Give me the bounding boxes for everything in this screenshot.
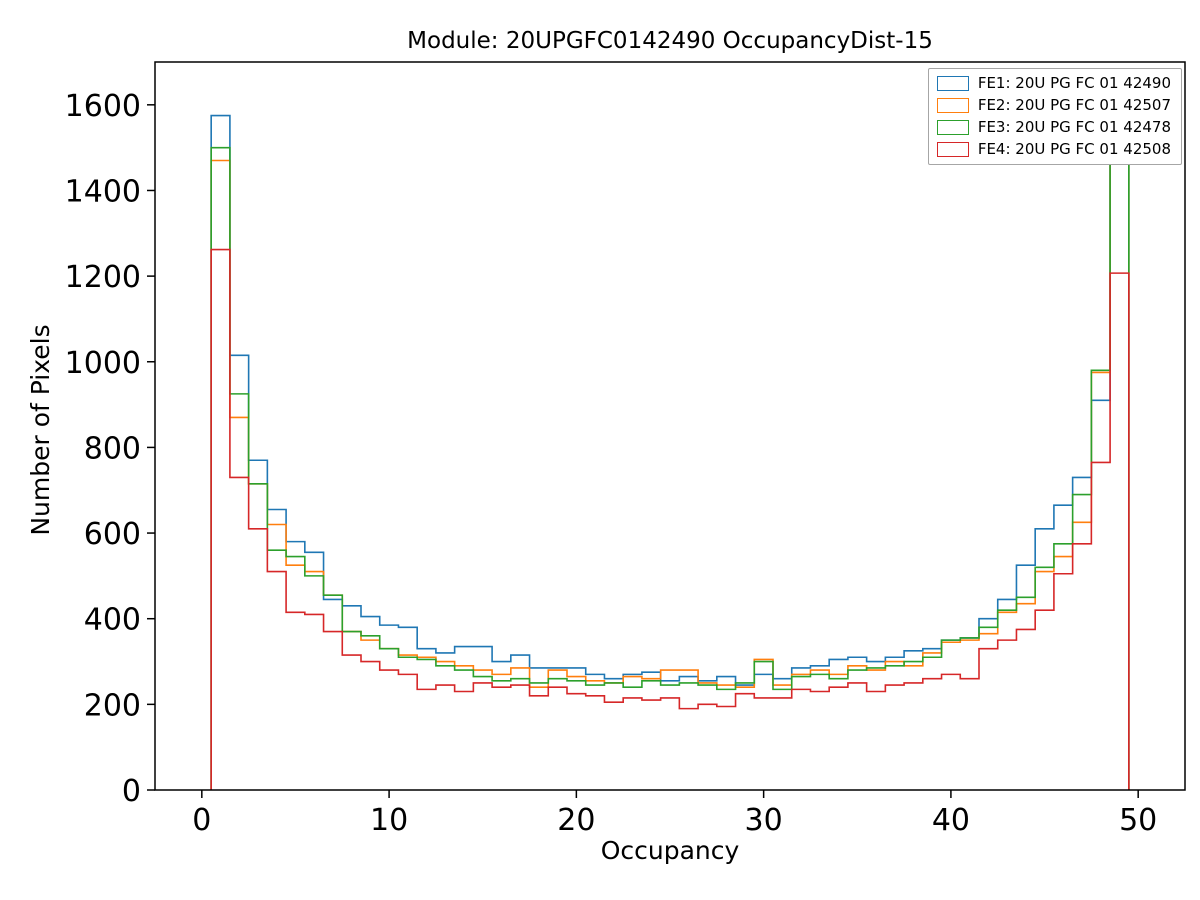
y-tick-label: 1400 [65, 174, 141, 209]
y-tick-label: 1000 [65, 346, 141, 381]
legend-swatch-2 [936, 98, 969, 113]
legend-entry-3: FE3: 20U PG FC 01 42478 [936, 118, 1171, 136]
x-tick-label: 20 [557, 803, 595, 838]
x-tick-label: 40 [932, 803, 970, 838]
legend-entry-1: FE1: 20U PG FC 01 42490 [936, 74, 1171, 92]
x-tick-label: 10 [370, 803, 408, 838]
histogram-series-2 [210, 104, 1130, 790]
legend-label-4: FE4: 20U PG FC 01 42508 [977, 140, 1171, 158]
y-tick-label: 0 [122, 774, 141, 809]
y-tick-label: 800 [84, 431, 141, 466]
legend-label-3: FE3: 20U PG FC 01 42478 [977, 118, 1171, 136]
legend-swatch-4 [936, 142, 969, 157]
x-tick-label: 0 [192, 803, 211, 838]
x-tick-label: 50 [1119, 803, 1157, 838]
axes-frame [154, 61, 1186, 791]
histogram-series-3 [210, 95, 1130, 790]
legend-entry-2: FE2: 20U PG FC 01 42507 [936, 96, 1171, 114]
y-axis-label: Number of Pixels [26, 324, 55, 536]
y-tick-label: 600 [84, 517, 141, 552]
chart-title: Module: 20UPGFC0142490 OccupancyDist-15 [407, 28, 933, 54]
y-tick-label: 1200 [65, 260, 141, 295]
legend: FE1: 20U PG FC 01 42490 FE2: 20U PG FC 01… [927, 68, 1182, 165]
legend-swatch-3 [936, 120, 969, 135]
histogram-series-4 [210, 248, 1130, 790]
y-tick-label: 200 [84, 688, 141, 723]
legend-entry-4: FE4: 20U PG FC 01 42508 [936, 140, 1171, 158]
x-tick-label: 30 [745, 803, 783, 838]
histogram-series-1 [210, 86, 1130, 790]
x-axis-label: Occupancy [600, 836, 740, 865]
y-tick-label: 1600 [65, 89, 141, 124]
legend-label-1: FE1: 20U PG FC 01 42490 [977, 74, 1171, 92]
legend-swatch-1 [936, 76, 969, 91]
legend-label-2: FE2: 20U PG FC 01 42507 [977, 96, 1171, 114]
y-tick-label: 400 [84, 603, 141, 638]
